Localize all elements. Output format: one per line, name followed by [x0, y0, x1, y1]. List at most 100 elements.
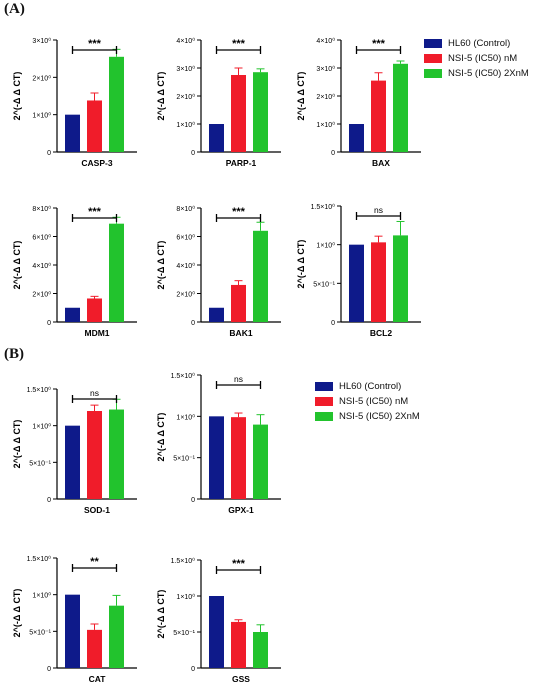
y-axis-label: 2^(-Δ Δ CT) [12, 420, 22, 469]
significance-label: ns [234, 374, 243, 384]
bar [253, 424, 268, 499]
significance-label: *** [372, 38, 386, 50]
legend-swatch [315, 397, 333, 406]
y-tick-label: 1×10⁰ [176, 593, 195, 601]
x-axis-label: CAT [89, 674, 107, 684]
y-tick-label: 6×10⁰ [32, 234, 51, 242]
legend-label: HL60 (Control) [339, 381, 402, 392]
y-tick-label: 3×10⁰ [316, 65, 335, 73]
legend-item-nm: NSI-5 (IC50) nM [424, 52, 529, 65]
legend-swatch [424, 39, 442, 48]
x-axis-label: GSS [232, 674, 250, 684]
bar [209, 416, 224, 499]
y-tick-label: 4×10⁰ [176, 37, 195, 45]
bar [349, 244, 364, 322]
y-tick-label: 3×10⁰ [176, 65, 195, 73]
legend-item-control: HL60 (Control) [315, 380, 420, 393]
y-tick-label: 0 [47, 320, 51, 327]
bar [231, 417, 246, 499]
y-axis-label: 2^(-Δ Δ CT) [296, 240, 306, 289]
y-tick-label: 4×10⁰ [176, 262, 195, 270]
y-tick-label: 2×10⁰ [32, 291, 51, 299]
y-tick-label: 1×10⁰ [316, 121, 335, 129]
y-tick-label: 4×10⁰ [32, 262, 51, 270]
x-axis-label: CASP-3 [81, 158, 112, 168]
y-axis-label: 2^(-Δ Δ CT) [156, 413, 166, 462]
panel-label-b: (B) [4, 346, 24, 362]
y-tick-label: 5×10⁻¹ [313, 281, 335, 288]
y-tick-label: 0 [47, 150, 51, 157]
bar [231, 284, 246, 322]
bar [393, 63, 408, 152]
legend-item-2xnm: NSI-5 (IC50) 2XnM [424, 67, 529, 80]
legend-swatch [424, 69, 442, 78]
y-tick-label: 5×10⁻¹ [173, 630, 195, 637]
significance-label: ns [90, 388, 99, 398]
significance-label: *** [232, 38, 246, 50]
y-tick-label: 5×10⁻¹ [173, 456, 195, 463]
legend-label: NSI-5 (IC50) 2XnM [339, 411, 420, 422]
y-tick-label: 0 [47, 666, 51, 673]
x-axis-label: PARP-1 [226, 158, 257, 168]
bar [65, 307, 80, 322]
y-tick-label: 2×10⁰ [316, 93, 335, 101]
bar [253, 72, 268, 152]
legend-swatch [315, 412, 333, 421]
bar [65, 594, 80, 668]
significance-label: ns [374, 205, 383, 215]
significance-label: *** [88, 206, 102, 218]
legend-item-control: HL60 (Control) [424, 37, 529, 50]
y-tick-label: 1×10⁰ [32, 592, 51, 600]
bar [65, 425, 80, 499]
y-axis-label: 2^(-Δ Δ CT) [12, 589, 22, 638]
y-tick-label: 8×10⁰ [32, 205, 51, 213]
y-axis-label: 2^(-Δ Δ CT) [296, 72, 306, 121]
legend-label: NSI-5 (IC50) nM [448, 53, 518, 64]
legend-a: HL60 (Control) NSI-5 (IC50) nM NSI-5 (IC… [424, 37, 529, 82]
y-tick-label: 1.5×10⁰ [27, 386, 52, 394]
y-axis-label: 2^(-Δ Δ CT) [156, 590, 166, 639]
y-tick-label: 2×10⁰ [176, 93, 195, 101]
y-tick-label: 0 [47, 497, 51, 504]
y-tick-label: 1.5×10⁰ [27, 555, 52, 563]
bar [209, 307, 224, 322]
y-tick-label: 1×10⁰ [316, 242, 335, 250]
y-tick-label: 3×10⁰ [32, 37, 51, 45]
y-tick-label: 8×10⁰ [176, 205, 195, 213]
bar [393, 235, 408, 322]
y-axis-label: 2^(-Δ Δ CT) [156, 72, 166, 121]
y-tick-label: 1.5×10⁰ [311, 203, 336, 211]
y-tick-label: 0 [191, 497, 195, 504]
y-tick-label: 0 [191, 666, 195, 673]
x-axis-label: BCL2 [370, 328, 392, 338]
y-tick-label: 1.5×10⁰ [171, 372, 196, 380]
legend-label: HL60 (Control) [448, 38, 511, 49]
x-axis-label: BAX [372, 158, 390, 168]
bar [231, 621, 246, 668]
y-tick-label: 1×10⁰ [32, 423, 51, 431]
y-tick-label: 2×10⁰ [32, 74, 51, 82]
y-tick-label: 0 [331, 150, 335, 157]
y-axis-label: 2^(-Δ Δ CT) [12, 72, 22, 121]
x-axis-label: GPX-1 [228, 505, 254, 515]
bar [109, 56, 124, 152]
y-axis-label: 2^(-Δ Δ CT) [156, 241, 166, 290]
y-tick-label: 0 [191, 150, 195, 157]
legend-swatch [424, 54, 442, 63]
bar [109, 223, 124, 322]
bar [65, 114, 80, 152]
y-tick-label: 0 [191, 320, 195, 327]
x-axis-label: MDM1 [84, 328, 109, 338]
bar [87, 629, 102, 668]
y-tick-label: 5×10⁻¹ [29, 629, 51, 636]
y-tick-label: 6×10⁰ [176, 234, 195, 242]
bar [87, 298, 102, 322]
legend-label: NSI-5 (IC50) 2XnM [448, 68, 529, 79]
bar [209, 596, 224, 668]
bar [253, 632, 268, 668]
bar [109, 605, 124, 668]
bar [349, 124, 364, 152]
y-tick-label: 4×10⁰ [316, 37, 335, 45]
bar [253, 230, 268, 322]
